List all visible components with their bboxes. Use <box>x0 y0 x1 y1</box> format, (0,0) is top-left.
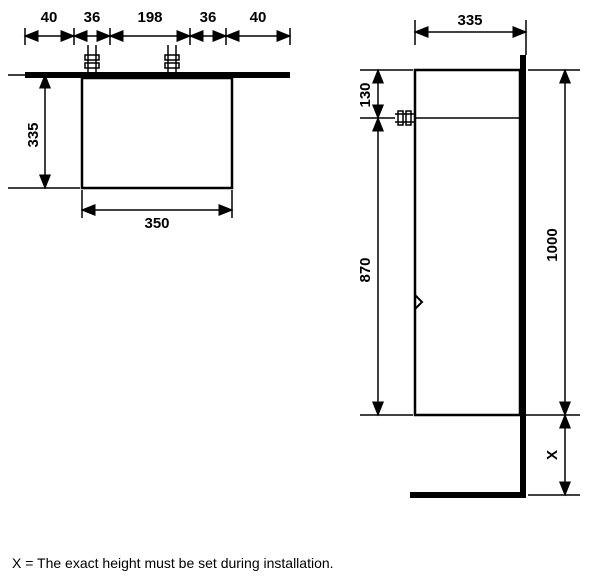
dim-335-left: 335 <box>25 122 42 147</box>
footnote-text: X = The exact height must be set during … <box>12 555 334 571</box>
left-view: 40 36 198 36 40 335 350 <box>8 9 290 232</box>
right-view: 335 130 870 1000 X <box>357 12 580 498</box>
dim-198: 198 <box>137 9 162 26</box>
dim-130: 130 <box>357 82 374 107</box>
dim-36b: 36 <box>200 9 217 26</box>
dim-335-top: 335 <box>457 12 482 29</box>
dim-1000: 1000 <box>544 228 561 261</box>
dim-870: 870 <box>357 257 374 282</box>
dim-36a: 36 <box>84 9 101 26</box>
dim-40a: 40 <box>41 9 58 26</box>
dim-40b: 40 <box>250 9 267 26</box>
dim-X: X <box>544 450 561 460</box>
technical-drawing: 40 36 198 36 40 335 350 <box>0 0 600 540</box>
dim-350: 350 <box>144 215 169 232</box>
